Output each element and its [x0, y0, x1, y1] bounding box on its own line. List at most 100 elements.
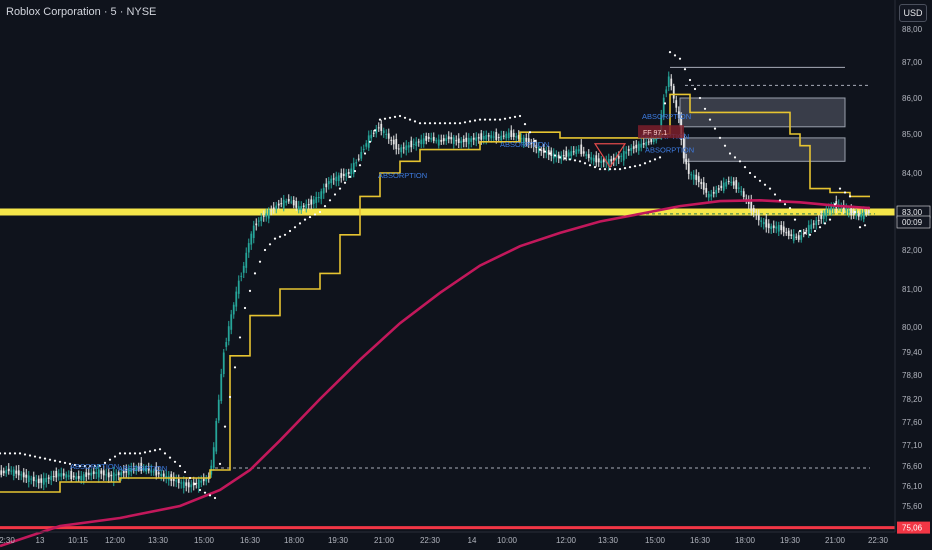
currency-button[interactable]: USD: [899, 4, 927, 22]
sar-dot: [78, 464, 82, 468]
candle-body: [692, 174, 695, 180]
sar-dot: [343, 181, 347, 184]
candle-body: [267, 209, 270, 219]
sar-dot: [318, 210, 322, 214]
candle-body: [527, 138, 530, 144]
candle-body: [395, 139, 398, 150]
time-tick: 22:30: [420, 536, 441, 545]
time-tick: 10:15: [68, 536, 89, 545]
candle-body: [280, 203, 283, 205]
candle-body: [457, 138, 460, 143]
sar-dot: [288, 229, 292, 233]
symbol-title: Roblox Corporation · 5 · NYSE: [6, 6, 157, 18]
candle-body: [347, 172, 350, 174]
candle-body: [495, 132, 498, 140]
sar-dot: [538, 148, 542, 151]
sar-dot: [643, 162, 647, 165]
sar-dot: [493, 118, 497, 121]
sar-dot: [848, 195, 852, 198]
sar-dot: [393, 115, 397, 118]
candle-body: [560, 155, 563, 160]
sar-dot: [863, 224, 867, 227]
candle-body: [125, 468, 128, 473]
time-axis[interactable]: 2:30 13 10:15 12:00 13:30 15:00 16:30 18:00 19:3…: [0, 531, 895, 545]
candle-body: [787, 230, 790, 236]
candle-body: [770, 226, 773, 229]
candle-body: [102, 470, 105, 476]
candle-body: [270, 210, 273, 212]
candle-body: [460, 140, 463, 144]
candle-body: [137, 467, 140, 469]
sar-dot: [138, 452, 142, 455]
candle-body: [582, 151, 585, 154]
candle-body: [2, 470, 5, 474]
sar-dot: [748, 171, 752, 175]
candle-body: [355, 162, 358, 164]
sar-dot: [223, 425, 227, 428]
candle-body: [292, 199, 295, 206]
candle-body: [550, 150, 553, 156]
sar-dot: [248, 289, 252, 292]
candle-body: [62, 473, 65, 476]
candle-body: [400, 147, 403, 153]
candle-body: [145, 468, 148, 472]
candle-body: [147, 468, 150, 471]
candle-body: [635, 144, 638, 149]
sar-dot: [63, 461, 67, 464]
candle-body: [330, 178, 333, 184]
candle-body: [445, 138, 448, 142]
candle-body: [805, 230, 808, 232]
sar-dot: [298, 222, 302, 225]
sar-dot: [588, 164, 592, 167]
sar-dot: [18, 452, 22, 455]
sar-dot: [543, 150, 547, 153]
sar-dot: [283, 233, 287, 236]
candle-body: [112, 472, 115, 481]
candle-body: [800, 235, 803, 240]
candle-body: [82, 474, 85, 481]
candle-body: [437, 139, 440, 146]
candle-body: [312, 199, 315, 204]
sar-dot: [378, 118, 382, 121]
sar-dot: [368, 140, 372, 143]
candle-body: [665, 89, 668, 94]
candle-body: [845, 208, 848, 211]
sar-dot: [763, 183, 767, 186]
candle-body: [242, 265, 245, 273]
sar-dot: [143, 451, 147, 454]
candle-body: [182, 481, 185, 488]
time-tick: 18:00: [284, 536, 305, 545]
sar-dot: [478, 118, 482, 121]
sar-dot: [273, 237, 277, 240]
candle-body: [157, 472, 160, 475]
price-tick: 86,00: [902, 94, 923, 103]
time-tick: 2:30: [0, 536, 15, 545]
candle-body: [110, 474, 113, 477]
sar-dot: [693, 87, 697, 91]
candle-body: [572, 151, 575, 153]
sar-dot: [718, 136, 722, 139]
sar-dot: [58, 460, 62, 463]
sar-dot: [578, 160, 582, 163]
time-tick: 10:00: [497, 536, 518, 545]
price-axis[interactable]: 88,00 87,00 86,00 85,00 84,00 83,00 82,00 81,00…: [894, 0, 932, 550]
candle-body: [7, 468, 10, 472]
time-tick: 13:30: [148, 536, 169, 545]
candle-body: [422, 138, 425, 144]
candle-body: [607, 159, 610, 166]
candle-body: [497, 137, 500, 139]
candle-body: [360, 151, 363, 159]
candle-body: [865, 211, 868, 215]
candle-body: [380, 123, 383, 131]
candle-body: [42, 478, 45, 485]
candle-body: [70, 470, 73, 480]
absorption-label: ABSORPTION: [645, 146, 694, 155]
candle-body: [260, 216, 263, 222]
candle-body: [687, 163, 690, 174]
candle-body: [277, 203, 280, 206]
candle-body: [757, 214, 760, 221]
candle-body: [30, 478, 33, 480]
sar-dot: [228, 395, 232, 399]
sar-dot: [0, 452, 2, 455]
